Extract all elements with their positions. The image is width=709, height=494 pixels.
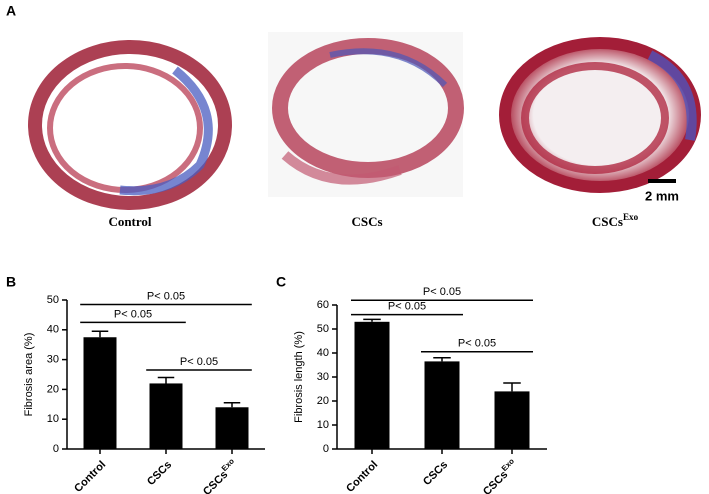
histology-exo xyxy=(499,37,701,193)
y-axis-label: Fibrosis area (%) xyxy=(23,333,35,417)
y-axis-label: Fibrosis length (%) xyxy=(293,331,305,423)
bar xyxy=(215,407,249,449)
panel-label: B xyxy=(6,274,16,290)
significance-label: P< 0.05 xyxy=(114,308,152,320)
y-tick-label: 0 xyxy=(53,443,59,455)
histology-cscs xyxy=(272,38,464,185)
y-tick-label: 10 xyxy=(317,419,329,431)
y-tick-label: 40 xyxy=(47,324,59,336)
error-bar xyxy=(157,376,175,384)
x-tick-label-base: Control xyxy=(344,459,380,494)
x-tick-label: CSCsExo xyxy=(199,456,241,494)
bar xyxy=(494,391,530,449)
significance-label: P< 0.05 xyxy=(388,301,426,313)
y-tick-label: 20 xyxy=(317,395,329,407)
bar xyxy=(149,383,183,449)
bar xyxy=(424,361,460,449)
caption: CSCs xyxy=(351,214,382,229)
x-tick-label: Control xyxy=(344,459,380,494)
x-tick-label: CSCs xyxy=(145,459,174,488)
y-tick-label: 50 xyxy=(47,294,59,306)
caption: Control xyxy=(108,214,151,229)
y-tick-label: 10 xyxy=(47,413,59,425)
y-tick-label: 60 xyxy=(317,299,329,311)
x-tick-label: Control xyxy=(72,459,108,494)
error-bar xyxy=(223,402,241,408)
y-tick-label: 30 xyxy=(317,371,329,383)
x-tick-label-base: Control xyxy=(72,459,108,494)
x-tick-label-base: CSCs xyxy=(421,459,450,488)
y-tick-label: 40 xyxy=(317,347,329,359)
x-tick-label-base: CSCs xyxy=(145,459,174,488)
caption-base: CSCs xyxy=(592,214,623,229)
panel-label: C xyxy=(276,274,286,290)
caption-base: Control xyxy=(108,214,151,229)
y-tick-label: 0 xyxy=(323,443,329,455)
bar xyxy=(83,337,117,449)
y-tick-label: 20 xyxy=(47,383,59,395)
scale-bar-label: 2 mm xyxy=(645,188,679,203)
x-tick-label: CSCsExo xyxy=(479,456,521,494)
y-tick-label: 50 xyxy=(317,323,329,335)
caption-base: CSCs xyxy=(351,214,382,229)
significance-label: P< 0.05 xyxy=(147,290,185,302)
error-bar xyxy=(91,330,109,338)
y-tick-label: 30 xyxy=(47,354,59,366)
histology-control xyxy=(28,40,232,210)
panel-label: A xyxy=(6,3,16,19)
significance-label: P< 0.05 xyxy=(458,338,496,350)
error-bar xyxy=(433,357,451,362)
x-tick-label: CSCs xyxy=(421,459,450,488)
error-bar xyxy=(503,382,521,392)
caption-sup: Exo xyxy=(623,212,639,222)
significance-label: P< 0.05 xyxy=(180,356,218,368)
significance-label: P< 0.05 xyxy=(423,286,461,298)
caption: CSCsExo xyxy=(592,212,639,229)
error-bar xyxy=(363,318,381,322)
bar xyxy=(354,321,390,449)
